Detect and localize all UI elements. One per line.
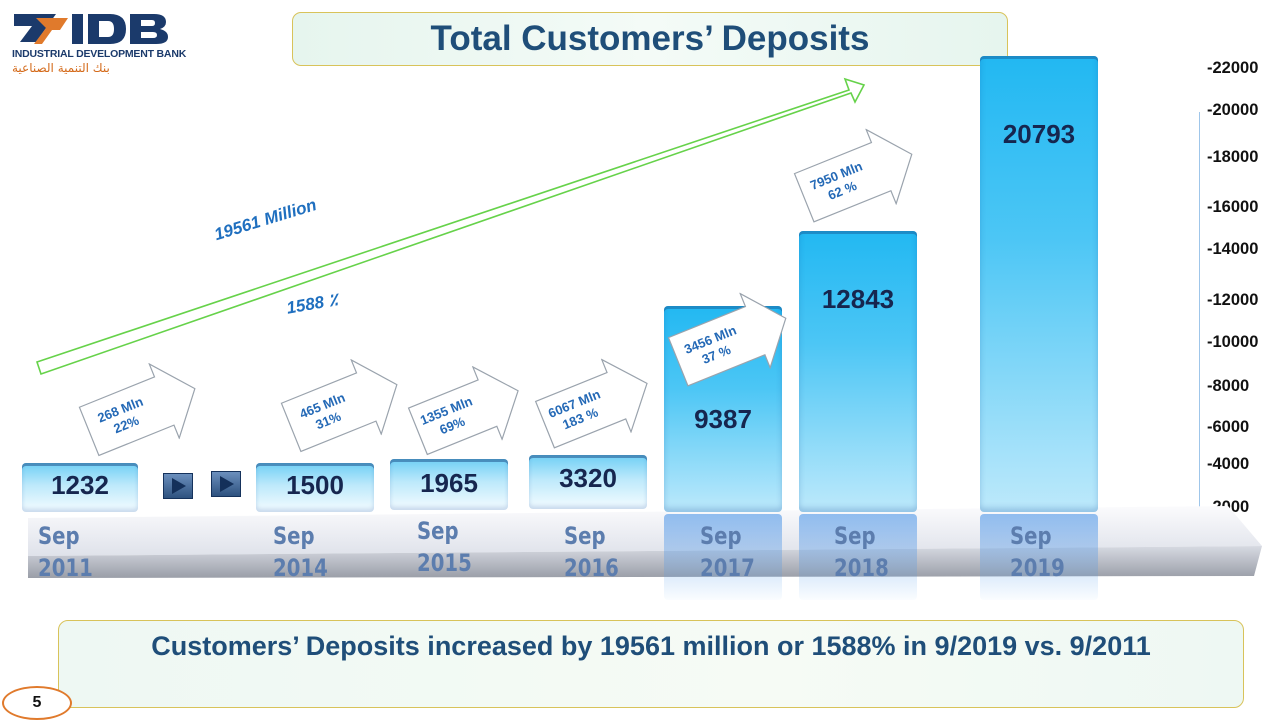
bar-value-label: 1500 [286,470,344,500]
y-tick-label: -8000 [1207,377,1250,395]
chart-floor [28,506,1262,578]
summary-text: Customers’ Deposits increased by 19561 m… [151,631,1151,661]
bar-reflection [664,514,782,600]
play-icon [211,471,241,497]
idb-logo-mark [14,14,168,44]
bar [529,455,647,509]
total-growth-percent: 1588 ٪ [285,290,340,318]
y-tick-label: -20000 [1207,101,1259,119]
summary-box: Customers’ Deposits increased by 19561 m… [58,620,1244,708]
growth-arrow-shape [667,292,787,387]
bar-value-label: 20793 [1002,119,1076,149]
y-tick-label: -12000 [1207,291,1259,309]
x-tick-year: 2014 [273,554,328,582]
x-tick-year: 2018 [834,554,889,582]
x-tick-label: Sep 2014 [273,520,328,584]
growth-arrow: 465 Mln 31% [280,358,407,453]
y-tick-label: -22000 [1207,59,1259,77]
bar-value-label: 12843 [821,284,895,314]
y-axis-line [1199,112,1200,514]
bar-value-label: 1965 [420,468,478,498]
x-tick-month: Sep [834,522,876,550]
x-tick-label: Sep 2019 [1010,520,1065,584]
growth-arrow: 1355 Mln 69% [407,365,529,456]
bar-value-label: 3320 [559,463,617,493]
bar [980,56,1098,512]
growth-arrow: 6067 Mln 183 % [534,358,658,449]
growth-arrow-shape [793,128,913,223]
y-tick-label: -6000 [1207,418,1250,436]
y-tick-label: -18000 [1207,148,1259,166]
growth-arrow-shape [78,362,196,457]
growth-arrow: 7950 Mln 62 % [793,128,923,223]
y-tick-label: -4000 [1207,455,1250,473]
bar [256,463,374,512]
total-growth-amount: 19561 Million [212,195,319,245]
bar [390,459,508,510]
x-tick-year: 2019 [1010,554,1065,582]
x-tick-month: Sep [273,522,315,550]
idb-logo: INDUSTRIAL DEVELOPMENT BANK بنك التنمية … [10,6,186,86]
x-tick-month: Sep [417,517,459,545]
x-tick-year: 2015 [417,549,472,577]
x-tick-month: Sep [564,522,606,550]
x-tick-label: Sep 2017 [700,520,755,584]
x-tick-year: 2017 [700,554,755,582]
bar-value-label: 1232 [51,470,109,500]
page-number: 5 [2,686,72,720]
x-tick-label: Sep 2011 [38,520,93,584]
y-tick-label: -10000 [1207,333,1259,351]
title-box: Total Customers’ Deposits [292,12,1008,66]
x-tick-month: Sep [700,522,742,550]
play-icon [163,473,193,499]
logo-arabic-name: بنك التنمية الصناعية [12,61,110,75]
x-tick-month: Sep [1010,522,1052,550]
bar [22,463,138,512]
y-tick-label: -14000 [1207,240,1259,258]
chart-title: Total Customers’ Deposits [430,19,870,58]
bar-reflection [980,514,1098,600]
x-tick-label: Sep 2016 [564,520,619,584]
bar-value-label: 9387 [694,404,752,434]
bar [799,231,917,512]
x-tick-month: Sep [38,522,80,550]
growth-arrow-shape [280,358,398,453]
bar-reflection [799,514,917,600]
x-tick-year: 2011 [38,554,93,582]
growth-arrow: 3456 Mln 37 % [667,292,797,387]
x-tick-label: Sep 2018 [834,520,889,584]
y-tick-label: -16000 [1207,198,1259,216]
x-tick-year: 2016 [564,554,619,582]
growth-arrow-shape [407,365,519,456]
growth-arrow: 268 Mln 22% [78,362,205,457]
growth-arrow-shape [534,358,648,449]
x-tick-label: Sep 2015 [417,515,472,579]
logo-bank-name: INDUSTRIAL DEVELOPMENT BANK [12,48,187,60]
